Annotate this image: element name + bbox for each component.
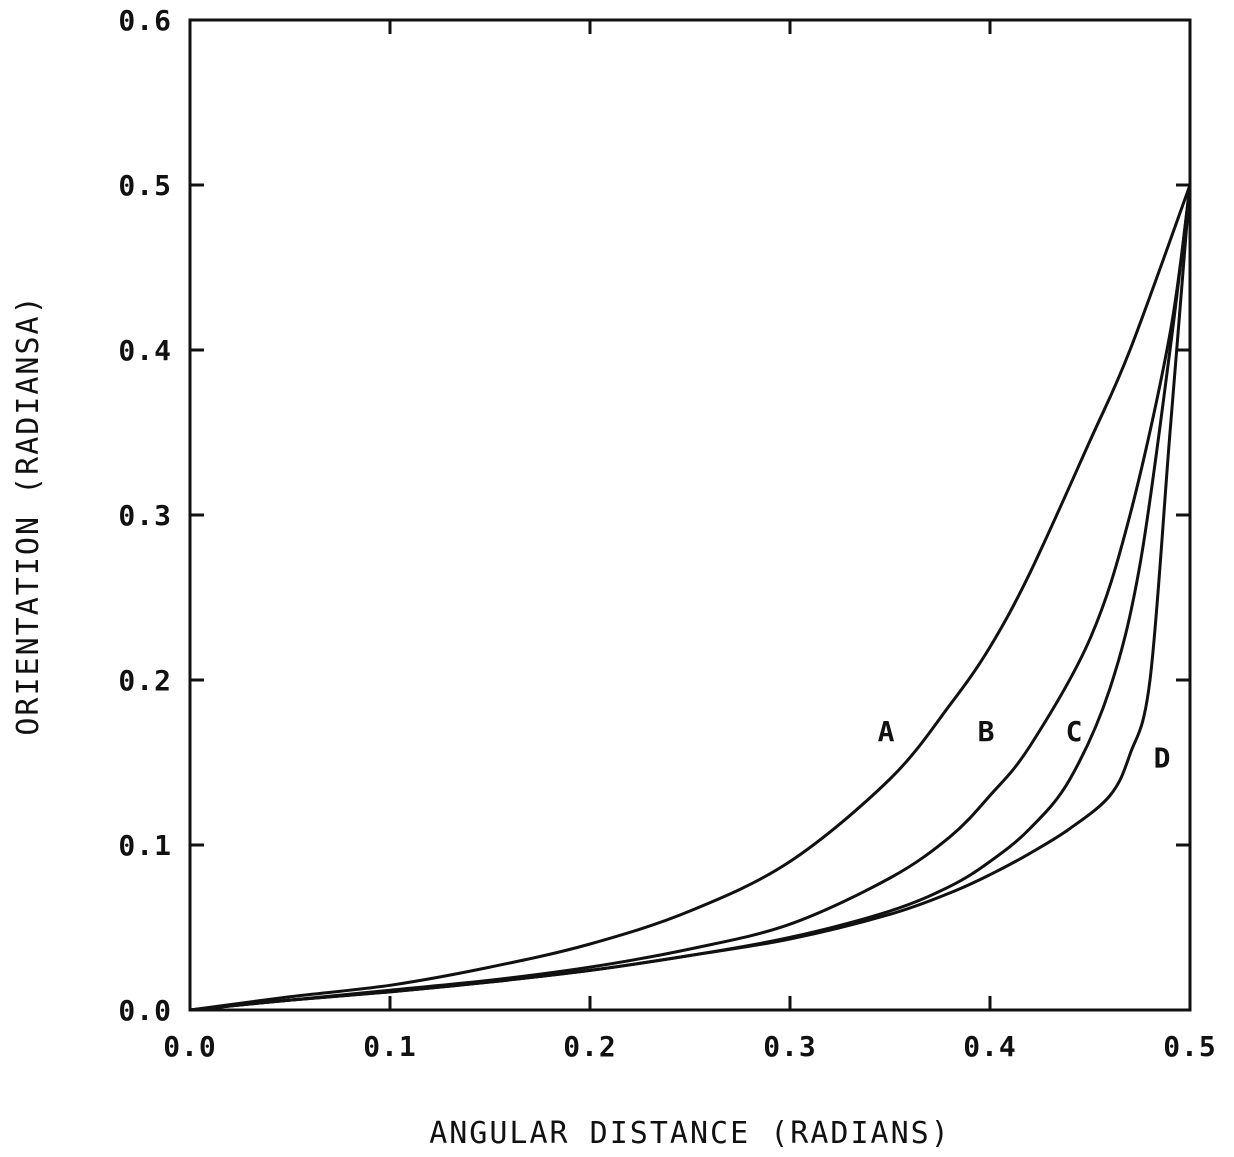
x-axis-title: ANGULAR DISTANCE (RADIANS) — [429, 1116, 951, 1151]
y-tick-label: 0.4 — [118, 334, 172, 367]
x-tick-label: 0.3 — [763, 1030, 817, 1063]
y-tick-label: 0.2 — [118, 664, 172, 697]
series-line-c — [188, 183, 1192, 1012]
y-tick-label: 0.5 — [118, 169, 172, 202]
y-axis-title: ORIENTATION (RADIANSA) — [11, 294, 46, 735]
series-line-d — [188, 183, 1192, 1012]
y-tick-label: 0.0 — [118, 994, 172, 1027]
x-tick-label: 0.5 — [1163, 1030, 1217, 1063]
y-tick-label: 0.6 — [118, 4, 172, 37]
y-tick-label: 0.3 — [118, 499, 172, 532]
x-tick-label: 0.0 — [163, 1030, 217, 1063]
curve-label-b: B — [978, 715, 995, 748]
curves — [188, 183, 1192, 1012]
x-tick-label: 0.2 — [563, 1030, 617, 1063]
series-line-a — [188, 183, 1192, 1012]
ticks: 0.0 0.1 0.2 0.3 0.4 0.5 0.0 0.1 0.2 0.3 0.4 0.5 0.6 — [118, 4, 1217, 1063]
y-tick-label: 0.1 — [118, 829, 172, 862]
curve-label-c: C — [1066, 715, 1083, 748]
curve-label-d: D — [1154, 741, 1171, 774]
x-tick-label: 0.4 — [963, 1030, 1017, 1063]
curve-labels: A B C D — [878, 715, 1171, 774]
plot-frame — [188, 18, 1192, 1012]
series-line-b — [188, 183, 1192, 1012]
x-tick-label: 0.1 — [363, 1030, 417, 1063]
curve-label-a: A — [878, 715, 895, 748]
